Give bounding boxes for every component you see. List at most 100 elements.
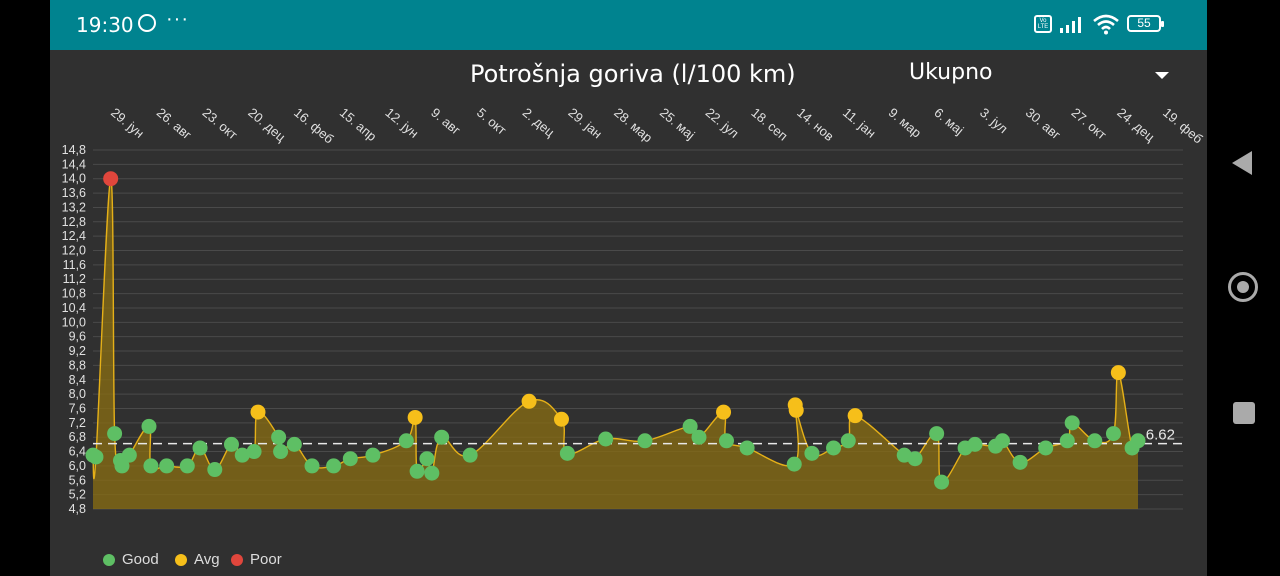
data-point-good xyxy=(192,440,208,456)
x-tick-label: 9. мар xyxy=(886,105,925,141)
x-tick-label: 14. нов xyxy=(794,105,837,144)
y-tick-label: 5,6 xyxy=(69,473,86,487)
data-point-good xyxy=(598,431,614,447)
signal-icon xyxy=(1060,17,1081,33)
data-point-good xyxy=(907,451,923,467)
data-point-good xyxy=(718,433,734,449)
data-point-good xyxy=(929,426,945,442)
data-point-good xyxy=(804,445,820,461)
consumption-area xyxy=(93,178,1138,509)
y-tick-label: 10,0 xyxy=(62,315,86,329)
data-point-good xyxy=(424,465,440,481)
x-tick-label: 11. јан xyxy=(840,105,879,141)
y-tick-label: 12,0 xyxy=(62,244,86,258)
data-point-good xyxy=(143,458,159,474)
consumption-line xyxy=(92,178,1139,483)
chevron-down-icon xyxy=(1155,72,1169,79)
data-point-good xyxy=(1130,433,1146,449)
data-point-good xyxy=(273,444,289,460)
y-tick-label: 6,8 xyxy=(69,430,86,444)
x-tick-label: 25. мај xyxy=(657,105,698,143)
data-point-good xyxy=(107,426,123,442)
data-point-good xyxy=(121,447,137,463)
data-point-good xyxy=(1105,426,1121,442)
x-tick-label: 16. феб xyxy=(291,105,337,147)
data-point-avg xyxy=(521,393,537,409)
data-point-good xyxy=(934,474,950,490)
average-label: 6.62 xyxy=(1146,427,1175,444)
y-tick-label: 14,8 xyxy=(62,143,86,157)
x-tick-label: 22. јул xyxy=(703,105,742,141)
legend-dot-icon xyxy=(175,554,187,566)
x-tick-label: 9. авг xyxy=(428,105,463,138)
data-point-good xyxy=(88,449,104,465)
home-icon[interactable] xyxy=(1228,272,1258,302)
battery-icon: 55 xyxy=(1127,15,1164,32)
wifi-icon xyxy=(1093,14,1119,35)
viber-icon xyxy=(138,14,156,32)
back-icon[interactable] xyxy=(1232,151,1252,175)
y-tick-label: 8,4 xyxy=(69,373,86,387)
more-dots-icon: ··· xyxy=(166,8,189,30)
data-point-good xyxy=(637,433,653,449)
legend-label: Avg xyxy=(194,551,220,568)
x-tick-label: 28. мар xyxy=(611,105,655,145)
x-tick-label: 24. дец xyxy=(1114,105,1158,145)
x-tick-label: 18. сеп xyxy=(748,105,790,144)
y-tick-label: 10,4 xyxy=(62,301,86,315)
data-point-avg xyxy=(788,402,804,418)
data-point-good xyxy=(141,418,157,434)
y-tick-label: 14,0 xyxy=(62,172,86,186)
data-point-good xyxy=(691,429,707,445)
legend-dot-icon xyxy=(231,554,243,566)
y-tick-label: 11,6 xyxy=(63,258,86,272)
data-point-good xyxy=(994,433,1010,449)
y-tick-label: 8,8 xyxy=(69,358,86,372)
x-tick-label: 30. авг xyxy=(1023,105,1064,143)
volte-icon: Vo LTE xyxy=(1034,15,1052,33)
x-tick-label: 6. мај xyxy=(931,105,966,138)
data-point-poor xyxy=(103,171,119,187)
data-point-good xyxy=(271,429,287,445)
x-tick-label: 19. феб xyxy=(1160,105,1206,147)
data-point-good xyxy=(365,447,381,463)
data-point-good xyxy=(223,436,239,452)
x-tick-label: 20. дец xyxy=(245,105,289,145)
y-tick-label: 10,8 xyxy=(62,287,86,301)
data-point-good xyxy=(246,444,262,460)
y-tick-label: 8,0 xyxy=(69,387,86,401)
data-point-good xyxy=(739,440,755,456)
fuel-consumption-chart[interactable]: 4,85,25,66,06,46,87,27,68,08,48,89,29,61… xyxy=(50,90,1207,530)
data-point-good xyxy=(326,458,342,474)
y-tick-label: 9,2 xyxy=(69,344,86,358)
x-tick-label: 2. дец xyxy=(520,105,558,140)
data-point-good xyxy=(1059,433,1075,449)
page-title: Potrošnja goriva (l/100 km) xyxy=(470,60,796,88)
legend-label: Poor xyxy=(250,551,282,568)
y-tick-label: 6,4 xyxy=(69,445,86,459)
data-point-good xyxy=(786,456,802,472)
x-tick-label: 26. авг xyxy=(154,105,195,143)
data-point-good xyxy=(1012,454,1028,470)
y-tick-label: 13,6 xyxy=(62,186,86,200)
x-tick-label: 27. окт xyxy=(1069,105,1110,143)
recent-apps-icon[interactable] xyxy=(1233,402,1255,424)
data-point-good xyxy=(462,447,478,463)
y-tick-label: 12,4 xyxy=(62,229,86,243)
y-tick-label: 7,2 xyxy=(69,416,86,430)
y-tick-label: 5,2 xyxy=(69,488,86,502)
data-point-avg xyxy=(1110,365,1126,381)
x-tick-label: 5. окт xyxy=(474,105,509,138)
status-bar: 19:30 ··· Vo LTE 55 xyxy=(50,0,1207,50)
y-tick-label: 6,0 xyxy=(69,459,86,473)
x-tick-label: 15. апр xyxy=(337,105,380,144)
data-point-good xyxy=(826,440,842,456)
data-point-good xyxy=(207,462,223,478)
y-tick-label: 7,6 xyxy=(69,401,86,415)
period-filter-dropdown[interactable]: Ukupno xyxy=(909,60,1179,90)
x-tick-label: 23. окт xyxy=(200,105,241,143)
data-point-good xyxy=(1038,440,1054,456)
x-tick-label: 12. јун xyxy=(383,105,422,141)
y-tick-label: 4,8 xyxy=(69,502,86,516)
data-point-good xyxy=(179,458,195,474)
